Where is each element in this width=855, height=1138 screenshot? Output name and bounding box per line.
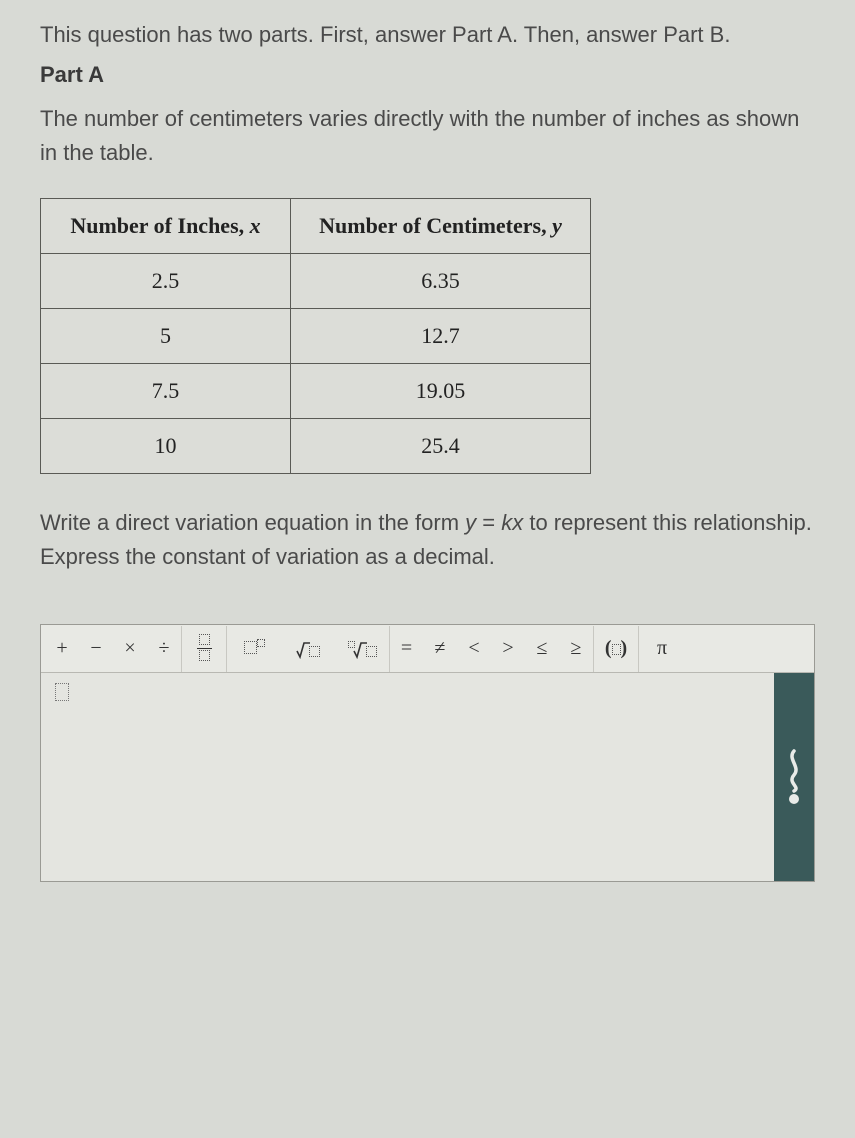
table-row: 7.5 19.05 <box>41 364 591 419</box>
table-cell: 10 <box>41 419 291 474</box>
part-a-label: Part A <box>40 62 815 88</box>
table-cell: 25.4 <box>291 419 591 474</box>
sidebar-squiggle-icon <box>781 747 807 807</box>
equation-editor: + − × ÷ = <box>40 624 815 882</box>
equals-button[interactable]: = <box>389 626 423 672</box>
exponent-button[interactable] <box>227 626 281 672</box>
less-than-button[interactable]: < <box>457 626 491 672</box>
nthroot-icon <box>348 639 377 659</box>
sqrt-icon <box>296 639 320 659</box>
equation-input[interactable] <box>41 673 774 881</box>
pi-button[interactable]: π <box>639 626 685 672</box>
table-cell: 7.5 <box>41 364 291 419</box>
parentheses-button[interactable]: () <box>593 626 639 672</box>
greater-equal-button[interactable]: ≥ <box>559 626 593 672</box>
nthroot-button[interactable] <box>335 626 389 672</box>
editor-sidebar[interactable] <box>774 673 814 881</box>
input-placeholder-icon <box>55 683 69 701</box>
sqrt-button[interactable] <box>281 626 335 672</box>
exponent-icon <box>244 637 265 660</box>
times-button[interactable]: × <box>113 626 147 672</box>
table-row: 2.5 6.35 <box>41 254 591 309</box>
editor-input-area <box>41 673 814 881</box>
greater-than-button[interactable]: > <box>491 626 525 672</box>
table-row: 10 25.4 <box>41 419 591 474</box>
table-header-y: Number of Centimeters, y <box>291 199 591 254</box>
table-cell: 12.7 <box>291 309 591 364</box>
parentheses-icon: () <box>605 637 627 660</box>
table-cell: 2.5 <box>41 254 291 309</box>
data-table: Number of Inches, x Number of Centimeter… <box>40 198 591 474</box>
fraction-icon <box>197 634 212 663</box>
editor-toolbar: + − × ÷ = <box>41 625 814 673</box>
not-equals-button[interactable]: ≠ <box>423 626 457 672</box>
fraction-button[interactable] <box>181 626 227 672</box>
question-intro: This question has two parts. First, answ… <box>40 18 815 52</box>
less-equal-button[interactable]: ≤ <box>525 626 559 672</box>
minus-button[interactable]: − <box>79 626 113 672</box>
table-cell: 6.35 <box>291 254 591 309</box>
part-a-description: The number of centimeters varies directl… <box>40 102 815 170</box>
table-header-x: Number of Inches, x <box>41 199 291 254</box>
table-cell: 5 <box>41 309 291 364</box>
question-prompt: Write a direct variation equation in the… <box>40 506 815 574</box>
table-cell: 19.05 <box>291 364 591 419</box>
divide-button[interactable]: ÷ <box>147 626 181 672</box>
table-row: 5 12.7 <box>41 309 591 364</box>
plus-button[interactable]: + <box>45 626 79 672</box>
